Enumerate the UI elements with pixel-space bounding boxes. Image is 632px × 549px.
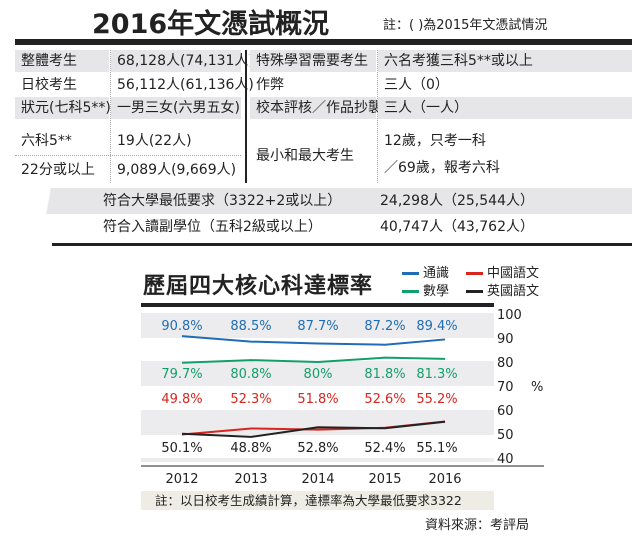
data-label: 80.8% <box>230 367 271 382</box>
y-tick-label: 50 <box>497 428 514 443</box>
data-label: 48.8% <box>230 441 271 456</box>
row-value: 三人（0） <box>384 77 449 93</box>
data-label: 81.8% <box>364 367 405 382</box>
x-tick-label: 2013 <box>234 472 267 487</box>
row-label: 狀元(七科5**) <box>15 97 111 119</box>
chart-title: 歷屆四大核心科達標率 <box>143 273 374 299</box>
data-label: 55.2% <box>416 392 457 407</box>
row-label: 校本評核／作品抄襲 <box>250 97 382 119</box>
legend-swatch <box>402 290 419 293</box>
legend-item: 數學 <box>402 284 449 300</box>
row-label: 特殊學習需要考生 <box>250 50 376 72</box>
x-tick-label: 2012 <box>165 472 198 487</box>
summary-label: 符合入讀副學位（五科2級或以上） <box>103 219 322 235</box>
column-divider <box>110 50 111 183</box>
chart-top-rule <box>141 303 494 307</box>
data-label: 80% <box>304 367 333 382</box>
row-value: 六名考獲三科5**或以上 <box>378 50 632 72</box>
y-tick-label: 70 <box>497 380 514 395</box>
legend-item: 中國語文 <box>466 266 539 282</box>
row-value: 19人(22人) <box>117 133 192 149</box>
y-tick-label: 40 <box>497 452 514 467</box>
row-label: 整體考生 <box>15 50 109 72</box>
data-label: 52.4% <box>364 441 405 456</box>
legend-label: 通識 <box>423 266 450 281</box>
summary-value: 40,747人（43,762人） <box>380 219 534 235</box>
row-label: 最小和最大考生 <box>256 148 354 164</box>
chart-note: 註：以日校考生成績計算，達標率為大學最低要求3322 <box>141 491 494 510</box>
row-value: 56,112人(61,136人) <box>117 77 254 93</box>
data-label: 79.7% <box>161 367 202 382</box>
legend-label: 中國語文 <box>487 266 540 281</box>
legend-swatch <box>466 290 483 293</box>
column-divider <box>245 50 247 183</box>
row-value: 9,089人(9,669人) <box>117 162 237 178</box>
legend-label: 數學 <box>423 284 450 299</box>
divider <box>15 39 632 45</box>
data-label: 90.8% <box>161 319 202 334</box>
row-value: 12歲，只考一科 <box>384 133 486 149</box>
row-separator <box>15 155 241 156</box>
legend-swatch <box>466 272 483 275</box>
row-label: 六科5** <box>21 133 72 149</box>
row-value: 68,128人(74,131人) <box>111 50 254 72</box>
legend-item: 英國語文 <box>466 284 539 300</box>
column-divider <box>377 50 378 183</box>
y-axis-label: % <box>531 380 543 395</box>
y-tick-label: 80 <box>497 356 514 371</box>
grid-band <box>141 361 494 386</box>
row-label: 22分或以上 <box>21 162 95 178</box>
data-label: 50.1% <box>161 441 202 456</box>
data-label: 52.8% <box>297 441 338 456</box>
data-label: 89.4% <box>416 319 457 334</box>
x-tick-label: 2014 <box>301 472 334 487</box>
summary-value: 24,298人（25,544人） <box>380 193 534 209</box>
summary-label: 符合大學最低要求（3322+2或以上） <box>103 193 342 209</box>
x-tick-label: 2015 <box>368 472 401 487</box>
data-label: 52.6% <box>364 392 405 407</box>
summary-row: 符合大學最低要求（3322+2或以上） 24,298人（25,544人） <box>30 188 632 214</box>
y-tick-label: 60 <box>497 404 514 419</box>
data-label: 51.8% <box>297 392 338 407</box>
grid-band <box>141 458 494 462</box>
row-label: 作弊 <box>256 77 284 93</box>
source-credit: 資料來源：考評局 <box>425 518 530 533</box>
y-tick-label: 100 <box>497 308 522 323</box>
row-label: 日校考生 <box>21 77 77 93</box>
legend-item: 通識 <box>402 266 449 282</box>
data-label: 81.3% <box>416 367 457 382</box>
data-label: 52.3% <box>230 392 271 407</box>
divider <box>52 243 632 246</box>
data-label: 49.8% <box>161 392 202 407</box>
y-tick-label: 90 <box>497 332 514 347</box>
page-title: 2016年文憑試概況 <box>92 9 330 40</box>
data-label: 88.5% <box>230 319 271 334</box>
legend-swatch <box>402 272 419 275</box>
legend-label: 英國語文 <box>487 284 540 299</box>
data-label: 87.7% <box>297 319 338 334</box>
grid-band <box>141 313 494 338</box>
row-value: ／69歲，報考六科 <box>384 160 500 176</box>
x-tick-label: 2016 <box>428 472 461 487</box>
row-value: 一男三女(六男五女) <box>111 97 241 119</box>
data-label: 55.1% <box>416 441 457 456</box>
summary-row: 符合入讀副學位（五科2級或以上） 40,747人（43,762人） <box>30 214 632 240</box>
row-value: 三人（一人） <box>378 97 632 119</box>
header-note: 註：( )為2015年文憑試情況 <box>383 18 548 33</box>
data-label: 87.2% <box>364 319 405 334</box>
